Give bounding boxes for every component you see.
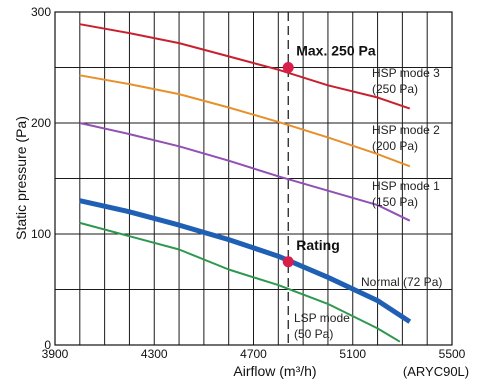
y-tick-label: 300 — [31, 5, 51, 19]
series-label-line: (200 Pa) — [372, 139, 418, 153]
x-tick-label: 5100 — [339, 347, 366, 361]
x-tick-label: 5500 — [439, 347, 466, 361]
annotation-marker-max — [282, 62, 294, 73]
axes: 3900 4300 4700 5100 5500 0 100 200 300 — [31, 5, 466, 361]
series-label-line: (250 Pa) — [372, 82, 418, 96]
series-label-line: HSP mode 3 — [372, 66, 440, 80]
series-line-normal — [79, 198, 412, 324]
series-label-line: (150 Pa) — [372, 195, 418, 209]
series-label-line: HSP mode 1 — [372, 179, 440, 193]
series-lines — [79, 23, 412, 343]
model-label: (ARYC90L) — [403, 364, 469, 379]
annotation-marker-rating — [282, 256, 294, 268]
x-tick-label: 4700 — [240, 347, 267, 361]
series-line-hsp1 — [79, 122, 411, 222]
series-label-line: Normal (72 Pa) — [361, 275, 442, 289]
y-axis-title: Static pressure (Pa) — [13, 116, 29, 240]
series-line-hsp3 — [79, 23, 411, 110]
series-line-hsp2 — [79, 74, 411, 168]
series-label-line: LSP mode — [294, 311, 350, 325]
y-tick-label: 200 — [31, 116, 51, 130]
y-tick-label: 100 — [31, 227, 51, 241]
series-label-line: HSP mode 2 — [372, 123, 440, 137]
plot-frame — [54, 11, 453, 346]
series-label-line: (50 Pa) — [294, 327, 333, 341]
series-label-hsp2: HSP mode 2 (200 Pa) — [372, 123, 440, 153]
series-label-normal: Normal (72 Pa) — [361, 275, 442, 289]
x-tick-label: 4300 — [141, 347, 168, 361]
series-label-hsp1: HSP mode 1 (150 Pa) — [372, 179, 440, 209]
annotations: Max. 250 Pa Rating — [282, 43, 376, 268]
series-labels: HSP mode 3 (250 Pa)HSP mode 2 (200 Pa)HSP … — [294, 66, 442, 341]
series-label-hsp3: HSP mode 3 (250 Pa) — [372, 66, 440, 96]
annotation-label-max: Max. 250 Pa — [296, 43, 376, 59]
grid — [55, 12, 452, 345]
x-tick-label: 3900 — [42, 347, 69, 361]
y-tick-label: 0 — [44, 338, 51, 352]
series-line-lsp — [79, 221, 401, 343]
series-label-lsp: LSP mode (50 Pa) — [294, 311, 350, 341]
annotation-label-rating: Rating — [296, 237, 340, 253]
x-axis-title: Airflow (m³/h) — [233, 363, 316, 379]
